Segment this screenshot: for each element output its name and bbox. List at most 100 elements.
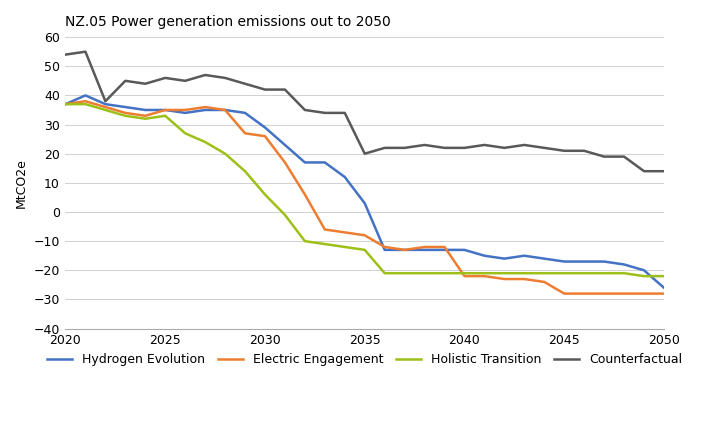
Hydrogen Evolution [61, 101, 70, 107]
Electric Engagement [101, 104, 110, 110]
Electric Engagement [540, 280, 549, 285]
Holistic Transition [61, 101, 70, 107]
Electric Engagement [161, 108, 169, 113]
Hydrogen Evolution [301, 160, 309, 165]
Holistic Transition [360, 247, 369, 252]
Counterfactual [500, 145, 508, 150]
Hydrogen Evolution [560, 259, 569, 264]
Electric Engagement [440, 244, 449, 249]
Hydrogen Evolution [401, 247, 409, 252]
Hydrogen Evolution [261, 125, 269, 130]
Counterfactual [440, 145, 449, 150]
Hydrogen Evolution [360, 201, 369, 206]
Counterfactual [540, 145, 549, 150]
Hydrogen Evolution [480, 253, 489, 258]
Holistic Transition [121, 113, 130, 118]
Counterfactual [241, 81, 249, 86]
Hydrogen Evolution [520, 253, 528, 258]
Counterfactual [401, 145, 409, 150]
Holistic Transition [460, 270, 469, 276]
Holistic Transition [640, 273, 648, 279]
Counterfactual [61, 52, 70, 57]
Electric Engagement [620, 291, 628, 296]
Holistic Transition [620, 270, 628, 276]
Counterfactual [360, 151, 369, 156]
Hydrogen Evolution [81, 93, 90, 98]
Electric Engagement [121, 111, 130, 116]
Electric Engagement [660, 291, 668, 296]
Counterfactual [560, 148, 569, 154]
Counterfactual [101, 98, 110, 104]
Holistic Transition [281, 212, 289, 218]
Counterfactual [520, 142, 528, 147]
Electric Engagement [460, 273, 469, 279]
Holistic Transition [660, 273, 668, 279]
Electric Engagement [281, 160, 289, 165]
Hydrogen Evolution [121, 104, 130, 110]
Electric Engagement [241, 131, 249, 136]
Counterfactual [340, 111, 349, 116]
Counterfactual [121, 78, 130, 83]
Electric Engagement [201, 104, 210, 110]
Holistic Transition [320, 242, 329, 247]
Hydrogen Evolution [101, 101, 110, 107]
Counterfactual [261, 87, 269, 92]
Y-axis label: MtCO2e: MtCO2e [15, 158, 28, 208]
Electric Engagement [600, 291, 608, 296]
Holistic Transition [580, 270, 589, 276]
Electric Engagement [181, 108, 190, 113]
Line: Counterfactual: Counterfactual [65, 52, 664, 171]
Hydrogen Evolution [220, 108, 229, 113]
Counterfactual [181, 78, 190, 83]
Electric Engagement [381, 244, 389, 249]
Counterfactual [460, 145, 469, 150]
Electric Engagement [220, 108, 229, 113]
Electric Engagement [320, 227, 329, 232]
Line: Holistic Transition: Holistic Transition [65, 104, 664, 276]
Hydrogen Evolution [460, 247, 469, 252]
Hydrogen Evolution [201, 108, 210, 113]
Counterfactual [660, 169, 668, 174]
Electric Engagement [560, 291, 569, 296]
Electric Engagement [261, 134, 269, 139]
Hydrogen Evolution [161, 108, 169, 113]
Hydrogen Evolution [500, 256, 508, 261]
Electric Engagement [480, 273, 489, 279]
Counterfactual [301, 108, 309, 113]
Holistic Transition [420, 270, 429, 276]
Counterfactual [480, 142, 489, 147]
Hydrogen Evolution [141, 108, 149, 113]
Holistic Transition [181, 131, 190, 136]
Hydrogen Evolution [660, 285, 668, 290]
Holistic Transition [560, 270, 569, 276]
Counterfactual [161, 75, 169, 80]
Holistic Transition [220, 151, 229, 156]
Counterfactual [600, 154, 608, 159]
Electric Engagement [401, 247, 409, 252]
Legend: Hydrogen Evolution, Electric Engagement, Holistic Transition, Counterfactual: Hydrogen Evolution, Electric Engagement,… [47, 353, 682, 366]
Hydrogen Evolution [320, 160, 329, 165]
Holistic Transition [141, 116, 149, 121]
Text: NZ.05 Power generation emissions out to 2050: NZ.05 Power generation emissions out to … [65, 15, 391, 29]
Electric Engagement [61, 101, 70, 107]
Holistic Transition [340, 244, 349, 249]
Hydrogen Evolution [580, 259, 589, 264]
Hydrogen Evolution [381, 247, 389, 252]
Hydrogen Evolution [640, 268, 648, 273]
Hydrogen Evolution [340, 175, 349, 180]
Electric Engagement [81, 98, 90, 104]
Counterfactual [381, 145, 389, 150]
Hydrogen Evolution [600, 259, 608, 264]
Counterfactual [141, 81, 149, 86]
Holistic Transition [600, 270, 608, 276]
Holistic Transition [261, 192, 269, 197]
Counterfactual [81, 49, 90, 54]
Holistic Transition [161, 113, 169, 118]
Electric Engagement [360, 233, 369, 238]
Hydrogen Evolution [181, 111, 190, 116]
Holistic Transition [201, 139, 210, 144]
Electric Engagement [301, 192, 309, 197]
Counterfactual [281, 87, 289, 92]
Electric Engagement [420, 244, 429, 249]
Electric Engagement [340, 230, 349, 235]
